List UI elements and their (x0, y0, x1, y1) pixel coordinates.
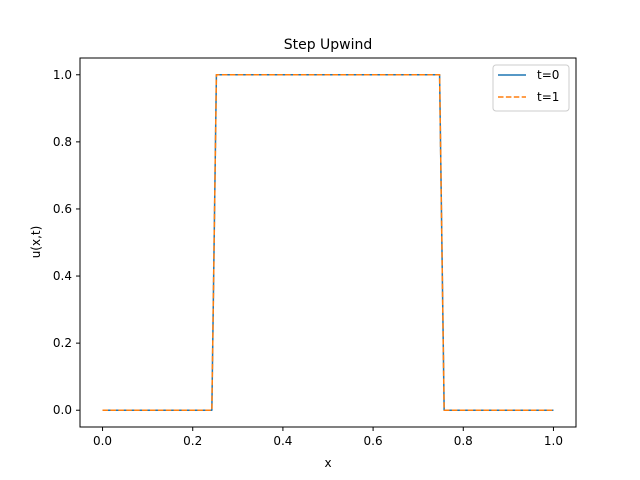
x-tick-label: 0.0 (93, 434, 112, 448)
plot-area (79, 57, 577, 428)
chart-title: Step Upwind (284, 37, 373, 53)
y-tick-label: 0.6 (53, 202, 72, 216)
y-tick-label: 0.0 (53, 403, 72, 417)
x-tick-label: 0.2 (183, 434, 202, 448)
legend-box (492, 64, 570, 112)
x-tick-label: 1.0 (544, 434, 563, 448)
x-tick-label: 0.6 (364, 434, 383, 448)
plot-frame (79, 57, 577, 428)
y-tick-label: 0.8 (53, 135, 72, 149)
legend-label: t=0 (537, 68, 559, 82)
y-tick-label: 1.0 (53, 68, 72, 82)
legend-label: t=1 (537, 90, 559, 104)
x-tick-label: 0.8 (454, 434, 473, 448)
x-axis: 0.0 0.2 0.4 0.6 0.8 1.0 (93, 427, 563, 448)
y-axis-label: u(x,t) (29, 226, 43, 259)
x-axis-label: x (324, 456, 331, 470)
series-layer (102, 74, 554, 411)
y-tick-label: 0.4 (53, 269, 72, 283)
y-axis: 0.0 0.2 0.4 0.6 0.8 1.0 (53, 68, 80, 417)
series-line-t-1 (102, 74, 554, 411)
legend: t=0 t=1 (492, 64, 570, 112)
y-tick-label: 0.2 (53, 336, 72, 350)
x-tick-label: 0.4 (273, 434, 292, 448)
